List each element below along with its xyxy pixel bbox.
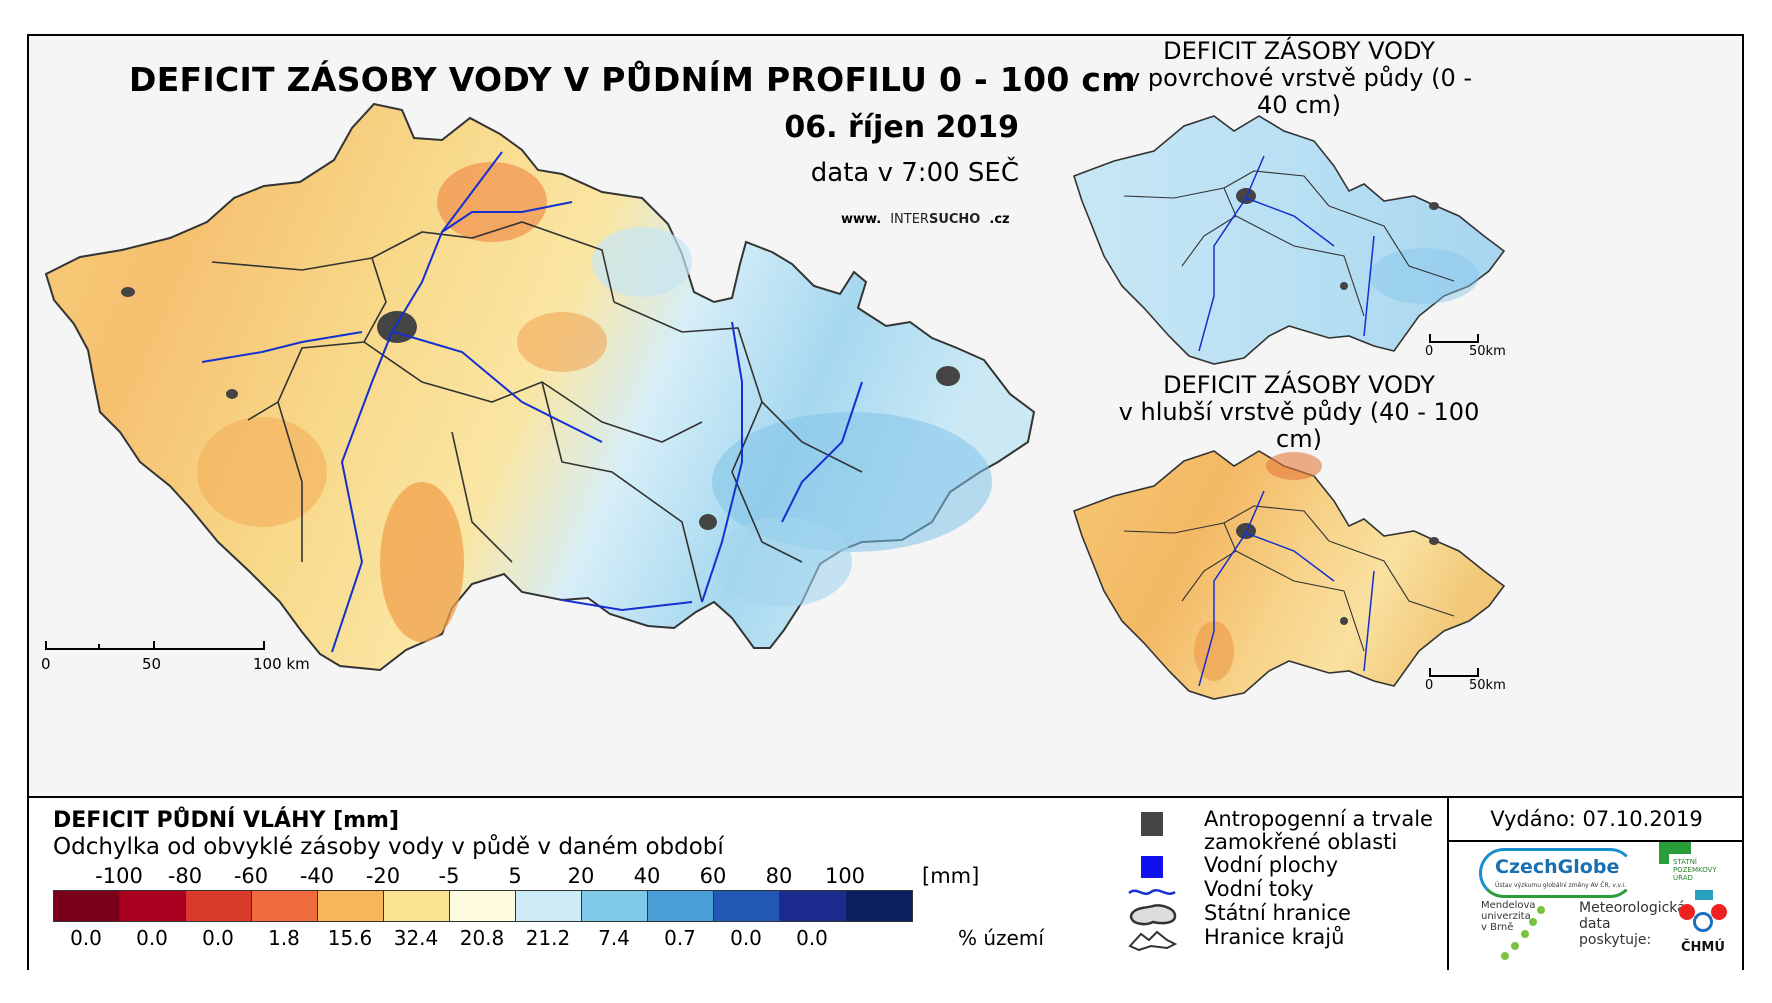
- inset-top-map: [1073, 115, 1506, 365]
- color-bin: [186, 891, 252, 921]
- color-bin: [648, 891, 714, 921]
- legend-unit: [mm]: [922, 864, 980, 888]
- map-area: DEFICIT ZÁSOBY VODY V PŮDNÍM PROFILU 0 -…: [29, 36, 1742, 796]
- break-label: 5: [508, 864, 522, 888]
- color-bin: [120, 891, 186, 921]
- map-title: DEFICIT ZÁSOBY VODY V PŮDNÍM PROFILU 0 -…: [129, 60, 1136, 99]
- percent-value: 15.6: [327, 926, 373, 950]
- region-border-symbol: [1128, 930, 1178, 952]
- meteo-text: Meteorologická data poskytuje:: [1579, 900, 1686, 948]
- color-scale: [53, 890, 913, 922]
- percent-value: 0.7: [664, 926, 696, 950]
- main-map: [44, 102, 1036, 672]
- color-bin: [516, 891, 582, 921]
- color-bin: [252, 891, 318, 921]
- chmu-logo: ČHMÚ: [1675, 890, 1735, 966]
- break-label: -20: [365, 864, 401, 888]
- color-bin: [450, 891, 516, 921]
- inset-bottom-title: DEFICIT ZÁSOBY VODY v hlubší vrstvě půdy…: [1118, 371, 1480, 453]
- break-label: -100: [95, 864, 143, 888]
- break-label: 80: [765, 864, 793, 888]
- color-bin: [846, 891, 912, 921]
- percent-value: 0.0: [796, 926, 828, 950]
- break-label: 20: [567, 864, 595, 888]
- percent-label: % území: [958, 926, 1044, 950]
- state-border-symbol: [1129, 904, 1177, 926]
- break-label: 40: [633, 864, 661, 888]
- percent-value: 0.0: [136, 926, 168, 950]
- river-symbol: [1128, 889, 1176, 895]
- legend-subtitle: Odchylka od obvyklé zásoby vody v půdě v…: [53, 834, 724, 860]
- urban-symbol: [1141, 812, 1163, 836]
- break-label: -60: [233, 864, 269, 888]
- river-label: Vodní toky: [1204, 877, 1314, 901]
- break-label: -80: [167, 864, 203, 888]
- urban-label-1: Antropogenní a trvale: [1204, 807, 1433, 831]
- water-body-label: Vodní plochy: [1204, 853, 1339, 877]
- percent-value: 20.8: [459, 926, 505, 950]
- percent-value: 1.8: [268, 926, 300, 950]
- percent-value: 7.4: [598, 926, 630, 950]
- data-time: data v 7:00 SEČ: [810, 158, 1019, 188]
- inset-top-title: DEFICIT ZÁSOBY VODY v povrchové vrstvě p…: [1126, 37, 1472, 119]
- color-bin: [318, 891, 384, 921]
- break-label: 100: [824, 864, 866, 888]
- color-bin: [582, 891, 648, 921]
- czechglobe-logo: CzechGlobe Ústav výzkumu globální změny …: [1479, 848, 1635, 898]
- spu-logo: STÁTNÍ POZEMKOVÝ ÚŘAD: [1659, 842, 1719, 894]
- color-bin: [780, 891, 846, 921]
- break-label: 60: [699, 864, 727, 888]
- urban-label-2: zamokřené oblasti: [1204, 830, 1398, 854]
- percent-value: 0.0: [202, 926, 234, 950]
- map-frame: DEFICIT ZÁSOBY VODY V PŮDNÍM PROFILU 0 -…: [27, 34, 1744, 970]
- percent-value: 32.4: [393, 926, 439, 950]
- percent-value: 21.2: [525, 926, 571, 950]
- percent-value: 0.0: [730, 926, 762, 950]
- legend-title: DEFICIT PŮDNÍ VLÁHY [mm]: [53, 808, 400, 833]
- water-body-symbol: [1141, 856, 1163, 878]
- percent-value: 0.0: [70, 926, 102, 950]
- mendel-logo: Mendelova univerzita v Brně: [1481, 900, 1571, 960]
- color-bin: [384, 891, 450, 921]
- state-border-label: Státní hranice: [1204, 901, 1351, 925]
- issued-date: Vydáno: 07.10.2019: [1447, 802, 1744, 842]
- region-border-label: Hranice krajů: [1204, 925, 1345, 949]
- color-bin: [714, 891, 780, 921]
- break-label: -5: [438, 864, 460, 888]
- map-date: 06. říjen 2019: [784, 110, 1019, 145]
- website-link[interactable]: www. INTERSUCHO .cz: [841, 212, 1010, 227]
- logos-panel: CzechGlobe Ústav výzkumu globální změny …: [1447, 840, 1744, 970]
- legend-panel: DEFICIT PŮDNÍ VLÁHY [mm] Odchylka od obv…: [29, 796, 1744, 970]
- break-label: -40: [299, 864, 335, 888]
- inset-bottom-map: [1073, 450, 1506, 700]
- color-bin: [54, 891, 120, 921]
